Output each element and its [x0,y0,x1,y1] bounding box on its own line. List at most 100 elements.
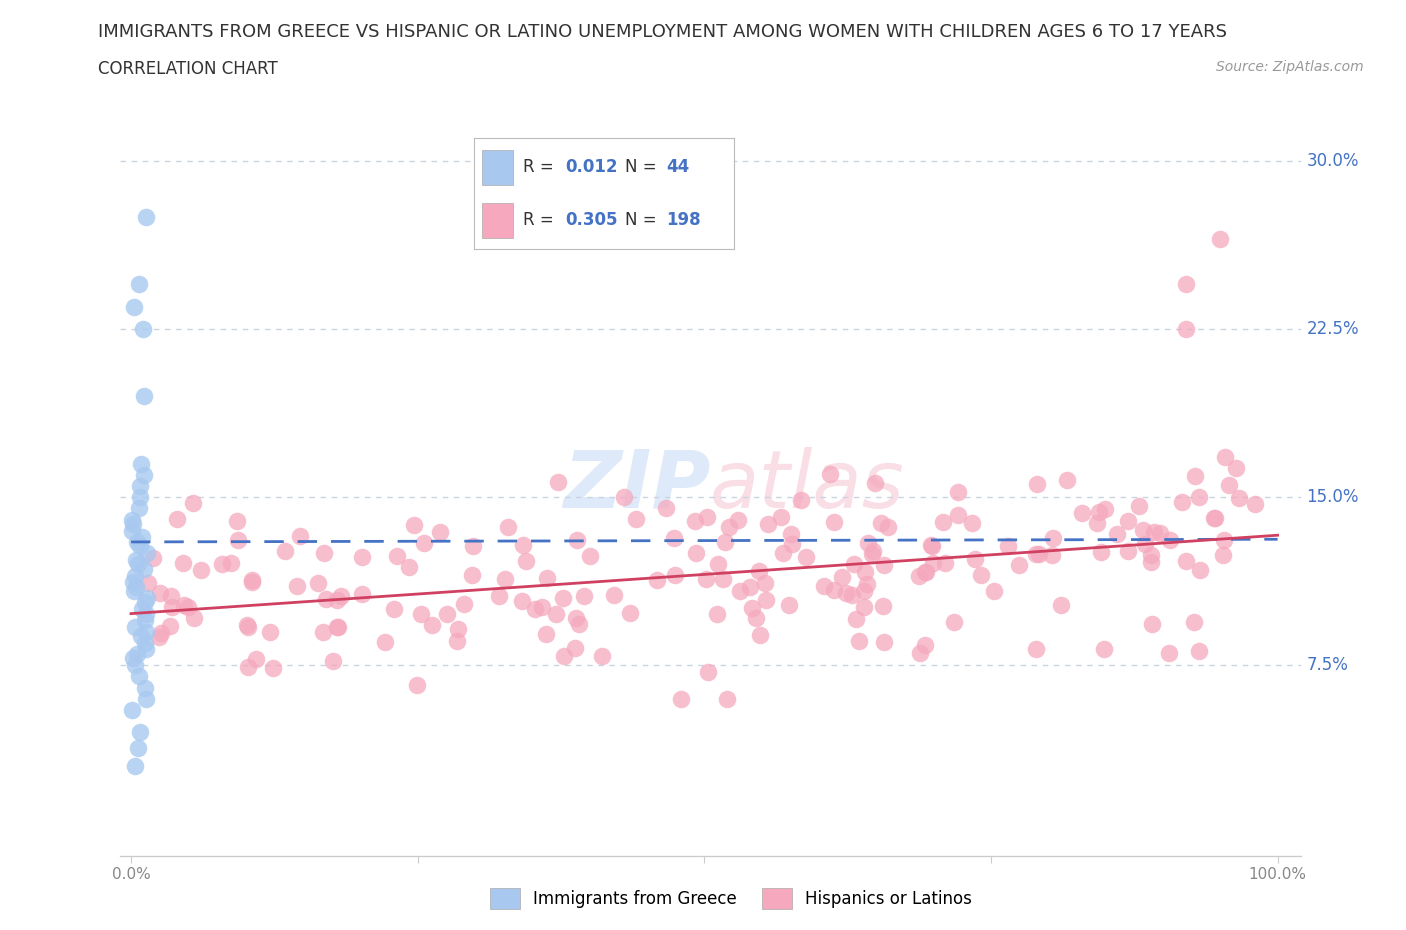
Point [136,591,159,605]
Point [568,616,591,631]
Point [778,597,800,612]
Point [873,558,896,573]
Point [124,568,146,583]
Point [1092,642,1115,657]
Point [818,466,841,481]
Point [841,588,863,603]
Point [536,627,558,642]
Point [129,539,152,554]
Point [932,514,955,529]
Point [1133,537,1156,551]
Point [754,576,776,591]
Point [862,546,884,561]
Point [544,607,567,622]
Point [853,600,876,615]
Point [350,587,373,602]
Point [873,635,896,650]
Point [122,299,145,314]
Point [914,638,936,653]
Point [496,520,519,535]
Point [420,618,443,632]
Point [852,583,875,598]
Point [756,516,779,531]
Point [564,641,586,656]
Point [920,538,942,552]
Point [796,549,818,564]
Point [183,496,205,511]
Point [148,630,170,644]
Point [135,209,157,224]
Point [1244,496,1267,511]
Point [409,606,432,621]
Point [1118,544,1140,559]
Point [613,489,636,504]
Point [1188,644,1211,658]
Point [853,565,876,579]
Point [125,552,148,567]
Point [921,538,943,553]
Point [129,490,152,505]
Point [1218,477,1240,492]
Point [149,586,172,601]
Point [1184,615,1206,630]
Point [1174,553,1197,568]
Point [960,515,983,530]
Point [547,475,569,490]
Point [122,584,145,599]
Point [236,618,259,632]
Point [789,492,811,507]
Point [128,501,150,516]
Point [134,467,156,482]
Point [121,512,143,527]
Point [326,620,349,635]
Point [274,544,297,559]
Point [131,530,153,545]
Point [770,510,793,525]
Point [772,545,794,560]
Point [1105,526,1128,541]
Point [134,595,156,610]
Point [135,606,157,621]
Point [908,568,931,583]
Point [384,602,406,617]
Point [963,551,986,566]
Point [172,555,194,570]
Point [1070,506,1092,521]
Point [160,600,183,615]
Point [943,615,966,630]
Point [226,513,249,528]
Point [1157,645,1180,660]
Point [124,658,146,672]
Point [135,691,157,706]
Point [738,579,761,594]
Point [970,567,993,582]
Point [744,611,766,626]
Point [856,536,879,551]
Point [134,613,156,628]
Point [1049,597,1071,612]
Point [259,625,281,640]
Point [326,592,349,607]
Point [1204,511,1226,525]
Point [565,533,588,548]
Point [211,556,233,571]
Point [813,578,835,593]
Point [711,572,734,587]
Point [553,648,575,663]
Point [132,562,155,577]
Point [129,456,152,471]
Point [135,546,157,561]
Point [664,567,686,582]
Point [385,549,408,564]
Point [716,691,738,706]
Text: atlas: atlas [710,447,905,525]
Text: 22.5%: 22.5% [1306,320,1360,339]
Point [307,576,329,591]
Point [135,642,157,657]
Point [1090,545,1112,560]
Point [695,572,717,587]
Point [352,550,374,565]
Point [823,514,845,529]
Point [619,605,641,620]
Point [1143,525,1166,539]
